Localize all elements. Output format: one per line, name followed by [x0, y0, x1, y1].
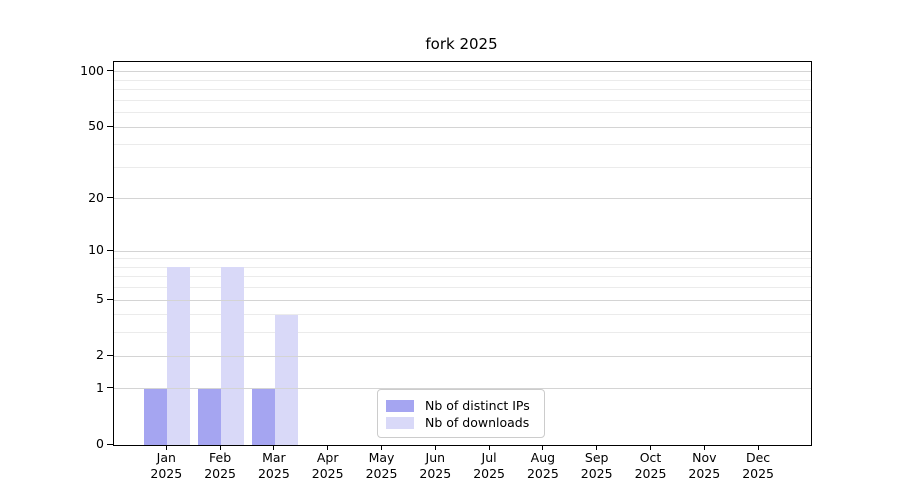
legend-item-downloads: Nb of downloads: [386, 415, 534, 430]
legend-label-distinct-ips: Nb of distinct IPs: [425, 398, 530, 413]
x-tick-year: 2025: [204, 466, 236, 481]
x-axis-tick: [434, 445, 436, 450]
y-axis-tick-label: 50: [88, 118, 104, 134]
y-axis-tick: [107, 197, 113, 199]
x-axis-tick-label: Sep 2025: [569, 450, 625, 482]
gridline-minor: [114, 166, 811, 168]
plot-area: [113, 61, 812, 446]
bar-downloads-mar: [274, 314, 298, 445]
y-axis-tick-label: 20: [88, 189, 104, 205]
x-axis-tick-label: Nov 2025: [676, 450, 732, 482]
x-axis-tick-label: Feb 2025: [192, 450, 248, 482]
gridline-minor: [114, 79, 811, 81]
gridline-minor: [114, 99, 811, 101]
y-axis-tick: [107, 249, 113, 251]
x-tick-month: Oct: [639, 450, 662, 465]
gridline-minor: [114, 258, 811, 260]
gridline-minor: [114, 266, 811, 268]
x-axis-tick: [650, 445, 651, 450]
legend-swatch-distinct-ips: [386, 399, 414, 412]
gridline-minor: [114, 314, 811, 316]
legend-item-distinct-ips: Nb of distinct IPs: [386, 398, 534, 413]
x-tick-month: Apr: [316, 450, 339, 465]
gridline-major: [114, 388, 811, 390]
gridline-minor: [114, 276, 811, 278]
y-axis-tick: [107, 298, 113, 300]
y-axis-tick: [107, 443, 113, 445]
bar-distinct-ips-feb: [198, 388, 222, 445]
gridline-major: [114, 71, 811, 73]
legend-swatch-downloads: [386, 416, 414, 429]
x-axis-tick-label: Jul 2025: [461, 450, 517, 482]
gridline-minor: [114, 89, 811, 91]
x-axis-tick: [703, 445, 705, 450]
y-axis-tick: [107, 70, 113, 72]
legend: Nb of distinct IPs Nb of downloads: [377, 389, 545, 438]
y-axis-tick: [107, 354, 113, 356]
x-axis-tick-label: Oct 2025: [623, 450, 679, 482]
x-axis-tick: [327, 445, 329, 450]
x-axis-tick-label: May 2025: [354, 450, 410, 482]
x-tick-year: 2025: [688, 466, 721, 481]
x-tick-year: 2025: [580, 466, 613, 481]
gridline-minor: [114, 332, 811, 334]
y-axis-tick: [107, 387, 113, 389]
gridline-minor: [114, 144, 811, 146]
gridline-minor: [114, 287, 811, 289]
x-axis-tick-label: Jun 2025: [407, 450, 463, 482]
x-tick-month: May: [368, 450, 395, 465]
x-axis-tick-label: Jan 2025: [138, 450, 194, 482]
x-axis-tick-label: Mar 2025: [246, 450, 302, 482]
x-tick-month: Nov: [692, 450, 717, 465]
x-tick-month: Jul: [481, 450, 497, 465]
x-axis-tick-label: Dec 2025: [730, 450, 786, 482]
x-axis-tick: [273, 445, 275, 450]
x-axis-tick-label: Apr 2025: [300, 450, 356, 482]
x-axis-tick: [219, 445, 221, 450]
y-axis-tick: [107, 125, 113, 127]
x-tick-month: Dec: [745, 450, 771, 465]
x-tick-year: 2025: [365, 466, 398, 481]
x-tick-month: Jun: [425, 450, 446, 465]
x-axis-tick-label: Aug 2025: [515, 450, 571, 482]
x-axis-tick: [488, 445, 490, 450]
x-tick-year: 2025: [473, 466, 505, 481]
x-axis-tick: [596, 445, 598, 450]
gridline-major: [114, 250, 811, 252]
y-axis-tick-label: 1: [96, 379, 104, 395]
x-tick-month: Jan: [156, 450, 176, 465]
x-axis-tick: [757, 445, 759, 450]
gridline-major: [114, 198, 811, 200]
y-axis-tick-label: 10: [88, 242, 104, 258]
x-axis-tick: [542, 445, 544, 450]
y-axis-tick-label: 5: [96, 291, 104, 307]
x-tick-month: Feb: [209, 450, 232, 465]
x-tick-year: 2025: [419, 466, 452, 481]
x-axis-tick: [381, 445, 382, 450]
x-axis-tick: [165, 445, 167, 450]
x-tick-month: Aug: [530, 450, 556, 465]
x-tick-month: Sep: [584, 450, 609, 465]
x-tick-year: 2025: [150, 466, 183, 481]
x-tick-month: Mar: [262, 450, 286, 465]
x-tick-year: 2025: [634, 466, 667, 481]
x-tick-year: 2025: [742, 466, 774, 481]
legend-label-downloads: Nb of downloads: [425, 415, 530, 430]
y-axis-tick-label: 0: [96, 436, 104, 451]
bar-distinct-ips-mar: [251, 388, 275, 445]
gridline-major: [114, 355, 811, 357]
gridline-major: [114, 299, 811, 301]
bar-distinct-ips-jan: [144, 388, 168, 445]
gridline-minor: [114, 112, 811, 114]
x-tick-year: 2025: [526, 466, 559, 481]
chart-title: fork 2025: [425, 35, 498, 53]
x-tick-year: 2025: [257, 466, 290, 481]
y-axis-tick-label: 2: [96, 347, 104, 363]
y-axis-tick-label: 100: [80, 62, 104, 78]
gridline-major: [114, 126, 811, 128]
x-tick-year: 2025: [311, 466, 344, 481]
